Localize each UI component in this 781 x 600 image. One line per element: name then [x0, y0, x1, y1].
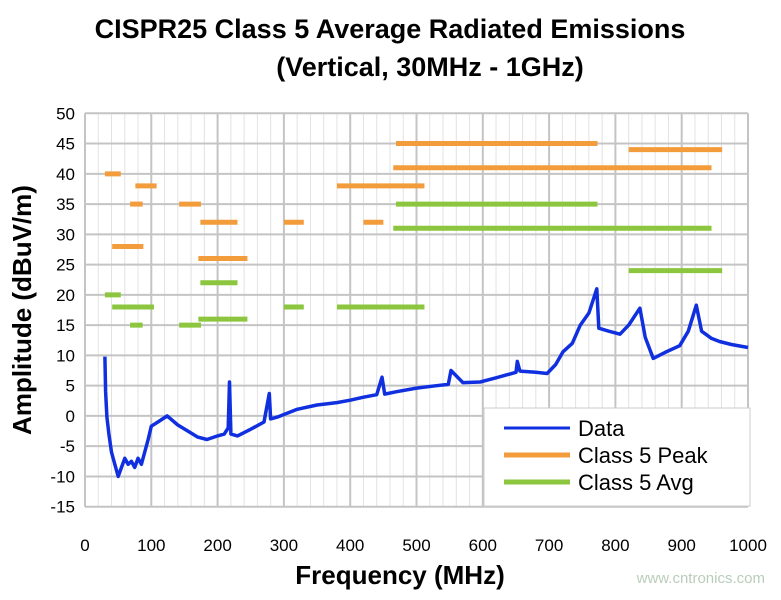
data-series — [103, 287, 749, 479]
y-tick-label: 20 — [56, 286, 75, 305]
x-tick-labels: 0 100 200 300 400 500 600 700 800 900 1000 — [80, 536, 767, 555]
legend-label-peak: Class 5 Peak — [578, 443, 709, 468]
x-tick-label: 900 — [668, 536, 696, 555]
x-tick-label: 0 — [80, 536, 89, 555]
watermark: www.cntronics.com — [636, 570, 765, 587]
chart-subtitle: (Vertical, 30MHz - 1GHz) — [276, 52, 584, 82]
x-tick-label: 700 — [535, 536, 563, 555]
y-tick-label: 5 — [66, 377, 75, 396]
y-tick-label: 40 — [56, 165, 75, 184]
x-tick-label: 600 — [469, 536, 497, 555]
x-tick-label: 300 — [270, 536, 298, 555]
y-tick-label: 30 — [56, 225, 75, 244]
x-tick-label: 500 — [402, 536, 430, 555]
legend-label-data: Data — [578, 416, 625, 441]
x-tick-label: 200 — [203, 536, 231, 555]
y-tick-label: 10 — [56, 346, 75, 365]
data-line — [103, 287, 749, 479]
y-tick-label: -5 — [60, 437, 75, 456]
y-tick-label: 45 — [56, 135, 75, 154]
y-axis-title: Amplitude (dBuV/m) — [7, 185, 37, 435]
x-tick-label: 400 — [336, 536, 364, 555]
legend: Data Class 5 Peak Class 5 Avg — [483, 407, 751, 507]
x-tick-label: 800 — [601, 536, 629, 555]
x-tick-label: 1000 — [729, 536, 767, 555]
legend-label-avg: Class 5 Avg — [578, 470, 694, 495]
y-tick-label: 15 — [56, 316, 75, 335]
chart-title: CISPR25 Class 5 Average Radiated Emissio… — [95, 14, 686, 44]
x-axis-title: Frequency (MHz) — [295, 560, 504, 590]
limit-lines — [104, 141, 723, 328]
y-tick-label: -10 — [50, 467, 75, 486]
y-tick-label: 0 — [66, 407, 75, 426]
y-tick-label: -15 — [50, 498, 75, 517]
y-tick-label: 25 — [56, 256, 75, 275]
y-tick-label: 35 — [56, 195, 75, 214]
x-tick-label: 100 — [137, 536, 165, 555]
y-tick-label: 50 — [56, 104, 75, 123]
